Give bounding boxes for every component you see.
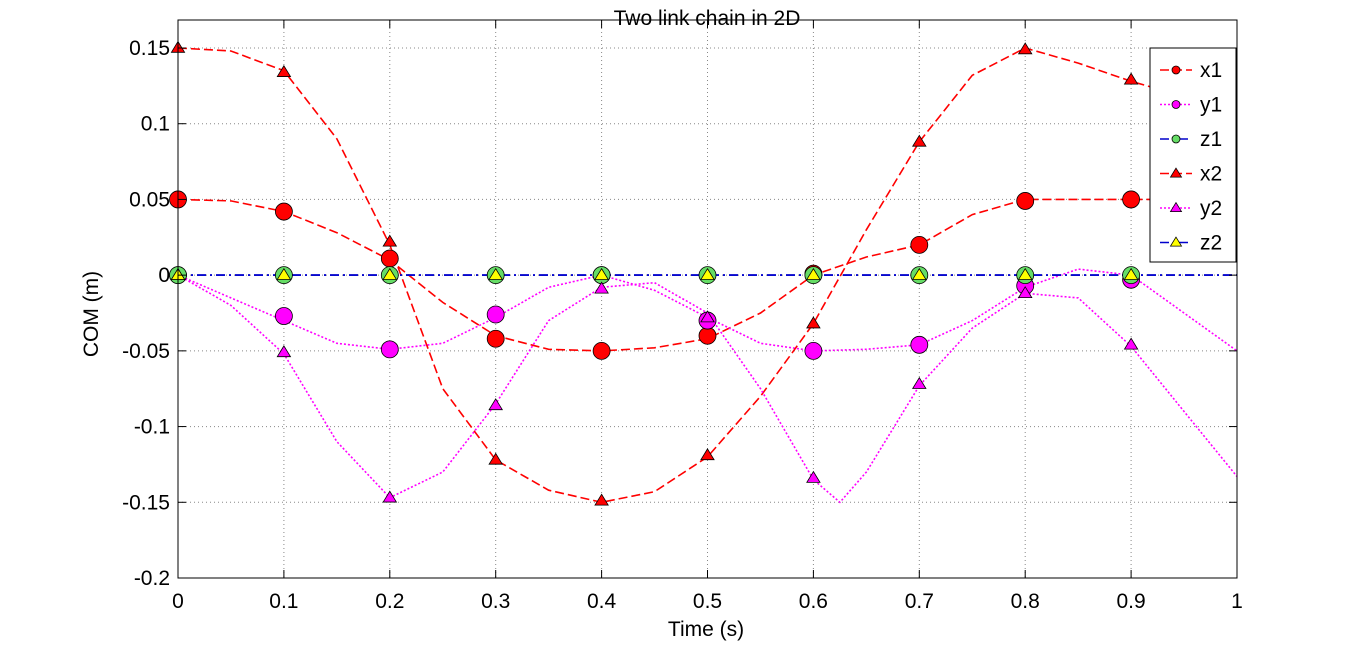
grid bbox=[178, 20, 1237, 578]
legend-item-y2: y2 bbox=[1160, 197, 1222, 220]
legend-swatch-marker bbox=[1169, 167, 1183, 178]
legend-label: y1 bbox=[1200, 94, 1222, 117]
data-point-x1 bbox=[274, 202, 293, 221]
data-point-z2 bbox=[488, 267, 504, 280]
y-tick-label: 0.05 bbox=[129, 188, 170, 211]
data-point-z2 bbox=[1123, 267, 1139, 280]
legend-swatch-marker bbox=[1171, 65, 1181, 75]
data-point-x2 bbox=[382, 234, 398, 247]
chart-title: Two link chain in 2D bbox=[614, 7, 801, 30]
legend-item-z2: z2 bbox=[1160, 232, 1222, 255]
data-point-x1 bbox=[1122, 190, 1140, 209]
data-point-z2 bbox=[594, 267, 609, 280]
legend-item-x2: x2 bbox=[1160, 163, 1222, 186]
data-point-x1 bbox=[380, 249, 399, 268]
legend-swatch-marker bbox=[1169, 201, 1183, 213]
legend-label: z2 bbox=[1200, 232, 1222, 255]
data-point-x1 bbox=[910, 235, 929, 254]
data-point-y1 bbox=[804, 341, 823, 360]
data-point-x1 bbox=[1016, 192, 1035, 210]
x-tick-label: 1 bbox=[1231, 590, 1243, 613]
legend-swatch-marker bbox=[1171, 134, 1181, 144]
x-tick-label: 0.8 bbox=[1011, 590, 1040, 613]
legend-swatch-marker bbox=[1171, 100, 1181, 109]
legend-label: x2 bbox=[1200, 163, 1222, 186]
series-line-y2 bbox=[177, 274, 1238, 504]
data-point-y2 bbox=[594, 281, 609, 294]
x-tick-label: 0.1 bbox=[269, 590, 298, 613]
data-point-y2 bbox=[700, 310, 715, 323]
series-y2 bbox=[177, 274, 1238, 504]
data-point-y1 bbox=[380, 340, 399, 359]
data-point-x1 bbox=[592, 341, 611, 360]
plot-frame bbox=[177, 19, 1238, 579]
data-point-x1 bbox=[486, 329, 505, 348]
y-tick-label: 0.1 bbox=[141, 113, 170, 136]
data-point-y1 bbox=[910, 335, 929, 354]
y-tick-label: -0.05 bbox=[122, 340, 170, 363]
series-markers-y1 bbox=[169, 266, 1140, 360]
x-tick-label: 0.6 bbox=[799, 590, 828, 613]
data-point-z2 bbox=[911, 267, 927, 280]
data-point-y2 bbox=[806, 470, 821, 483]
data-point-z2 bbox=[700, 267, 715, 280]
data-point-z2 bbox=[276, 267, 292, 280]
data-point-x2 bbox=[911, 134, 927, 147]
data-point-z2 bbox=[382, 267, 398, 280]
data-point-x2 bbox=[806, 316, 821, 329]
y-tick-label: 0 bbox=[158, 264, 170, 287]
legend-item-y1: y1 bbox=[1160, 94, 1222, 117]
legend-box bbox=[1149, 47, 1237, 263]
legend-label: y2 bbox=[1200, 197, 1222, 220]
legend-swatch-marker bbox=[1169, 236, 1183, 247]
series-markers-x2 bbox=[170, 40, 1139, 506]
data-point-x2 bbox=[488, 452, 504, 465]
x-tick-label: 0.3 bbox=[481, 590, 510, 613]
data-point-x2 bbox=[700, 448, 715, 461]
series-x1 bbox=[177, 198, 1237, 352]
y-tick-label: -0.15 bbox=[122, 491, 170, 514]
series-line-x2 bbox=[177, 47, 1238, 504]
series-x2 bbox=[177, 47, 1238, 504]
series-layer bbox=[169, 40, 1238, 506]
data-point-y2 bbox=[911, 376, 927, 389]
data-point-y1 bbox=[486, 305, 505, 324]
y-tick-label: -0.1 bbox=[134, 416, 170, 439]
series-markers-y2 bbox=[170, 267, 1139, 503]
y-tick-label: 0.15 bbox=[129, 37, 170, 60]
data-point-x1 bbox=[698, 326, 717, 345]
series-line-x1 bbox=[177, 198, 1237, 352]
x-tick-label: 0.5 bbox=[693, 590, 722, 613]
data-point-z2 bbox=[1017, 267, 1033, 280]
data-point-y2 bbox=[488, 398, 504, 411]
data-point-x2 bbox=[594, 493, 609, 506]
legend-item-x1: x1 bbox=[1160, 59, 1222, 82]
legend-label: z1 bbox=[1200, 128, 1222, 151]
series-markers-z2 bbox=[170, 267, 1139, 280]
data-point-x2 bbox=[1017, 42, 1033, 55]
legend-item-z1: z1 bbox=[1160, 128, 1222, 151]
axes: 0 0.1 0.2 0.3 0.4 0.5 0.6 0.7 0.8 0.9 1 -0.2 -0.15 -0… bbox=[122, 20, 1243, 613]
data-point-y1 bbox=[274, 307, 293, 325]
legend-label: x1 bbox=[1200, 59, 1222, 82]
data-point-y2 bbox=[276, 345, 292, 358]
y-axis-label: COM (m) bbox=[80, 271, 103, 357]
data-point-x2 bbox=[276, 64, 292, 77]
x-tick-label: 0 bbox=[172, 590, 184, 613]
data-point-x2 bbox=[1123, 72, 1139, 85]
data-point-y2 bbox=[1017, 286, 1033, 299]
data-point-y2 bbox=[1123, 337, 1139, 350]
x-tick-label: 0.7 bbox=[905, 590, 934, 613]
data-point-y2 bbox=[382, 490, 398, 503]
data-point-z2 bbox=[806, 267, 821, 280]
x-tick-label: 0.9 bbox=[1116, 590, 1145, 613]
y-tick-label: -0.2 bbox=[134, 567, 170, 590]
x-axis-label: Time (s) bbox=[668, 618, 744, 641]
x-tick-label: 0.4 bbox=[587, 590, 617, 613]
legend: x1 y1 z1 x2 y2 z2 bbox=[1149, 47, 1237, 263]
x-tick-label: 0.2 bbox=[375, 590, 404, 613]
